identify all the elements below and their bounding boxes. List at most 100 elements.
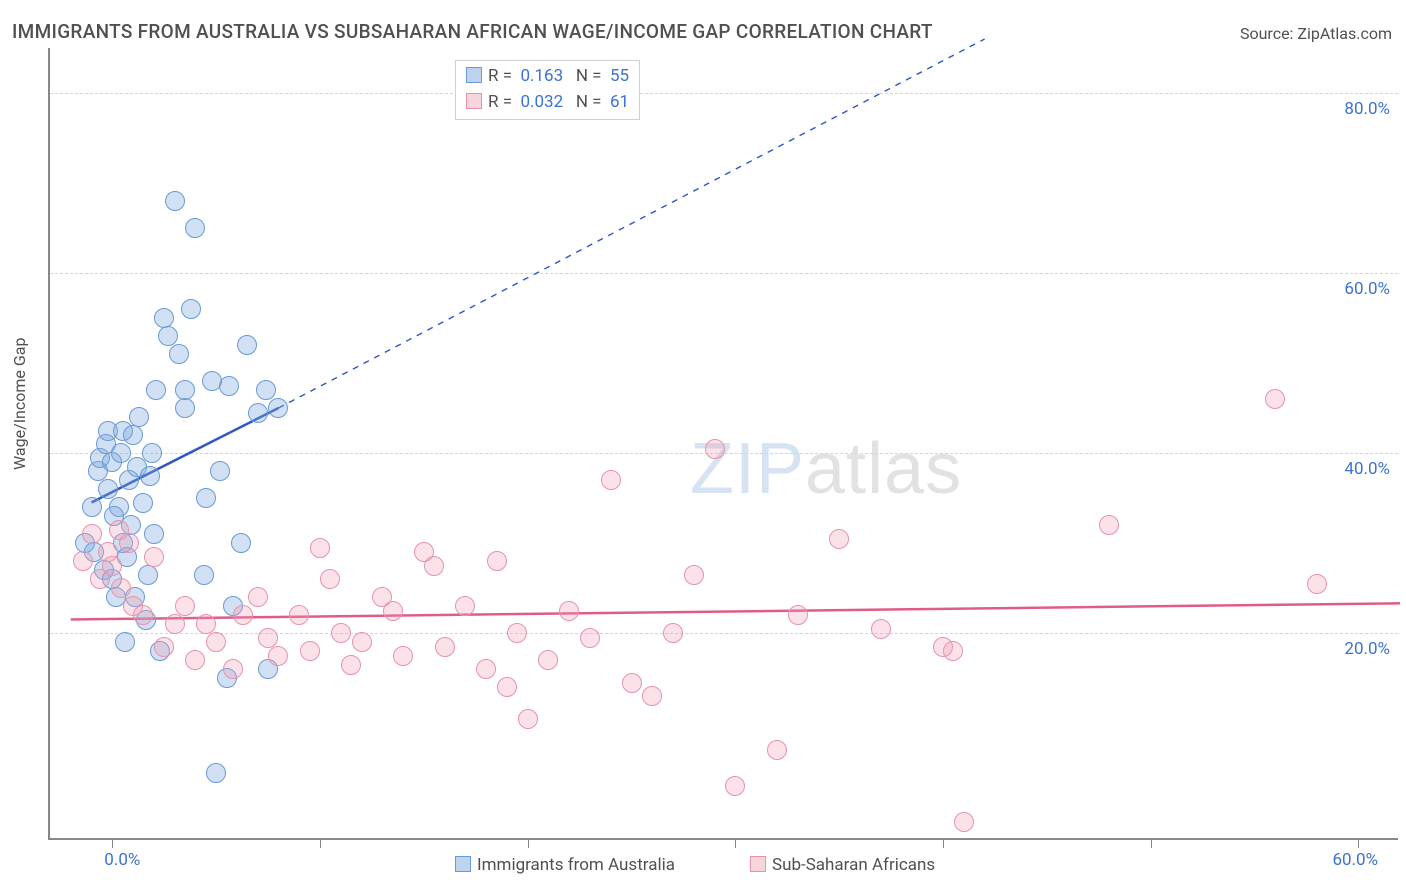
trend-layer: [50, 48, 1400, 840]
data-point: [393, 646, 413, 666]
x-tick: [943, 840, 944, 848]
data-point: [175, 596, 195, 616]
x-tick-label: 60.0%: [1332, 850, 1378, 870]
bottom-legend-item: Sub-Saharan Africans: [750, 855, 935, 875]
data-point: [82, 497, 102, 517]
legend-swatch: [750, 856, 766, 872]
data-point: [146, 380, 166, 400]
data-point: [705, 439, 725, 459]
data-point: [435, 637, 455, 657]
data-point: [497, 677, 517, 697]
data-point: [109, 520, 129, 540]
data-point: [175, 380, 195, 400]
x-tick: [528, 840, 529, 848]
data-point: [123, 425, 143, 445]
data-point: [487, 551, 507, 571]
legend-r-value: 0.032: [520, 92, 563, 112]
data-point: [248, 403, 268, 423]
legend-n-value: 55: [610, 66, 629, 86]
data-point: [133, 493, 153, 513]
data-point: [954, 812, 974, 832]
data-point: [331, 623, 351, 643]
data-point: [559, 601, 579, 621]
trend-line: [71, 603, 1400, 619]
legend-n-label: N =: [576, 66, 602, 86]
chart-container: IMMIGRANTS FROM AUSTRALIA VS SUBSAHARAN …: [0, 0, 1406, 892]
data-point: [256, 380, 276, 400]
data-point: [233, 605, 253, 625]
data-point: [352, 632, 372, 652]
data-point: [829, 529, 849, 549]
data-point: [248, 587, 268, 607]
source-prefix: Source:: [1240, 24, 1297, 43]
data-point: [102, 556, 122, 576]
data-point: [154, 637, 174, 657]
data-point: [111, 443, 131, 463]
legend-r-label: R =: [488, 66, 512, 86]
data-point: [601, 470, 621, 490]
chart-title: IMMIGRANTS FROM AUSTRALIA VS SUBSAHARAN …: [12, 20, 933, 43]
x-tick: [112, 840, 113, 848]
legend-row: R = 0.163 N = 55: [466, 64, 629, 90]
data-point: [111, 578, 131, 598]
data-point: [206, 632, 226, 652]
x-tick-label: 0.0%: [104, 850, 140, 870]
x-tick: [1358, 840, 1359, 848]
stats-legend: R = 0.163 N = 55R = 0.032 N = 61: [455, 60, 640, 120]
data-point: [1307, 574, 1327, 594]
data-point: [310, 538, 330, 558]
bottom-legend-label: Immigrants from Australia: [477, 855, 675, 875]
data-point: [196, 488, 216, 508]
data-point: [196, 614, 216, 634]
data-point: [219, 376, 239, 396]
data-point: [622, 673, 642, 693]
legend-r-label: R =: [488, 92, 512, 112]
source-attribution: Source: ZipAtlas.com: [1240, 24, 1392, 43]
data-point: [580, 628, 600, 648]
data-point: [684, 565, 704, 585]
legend-swatch: [466, 93, 482, 109]
data-point: [206, 763, 226, 783]
data-point: [98, 479, 118, 499]
data-point: [268, 646, 288, 666]
data-point: [175, 398, 195, 418]
data-point: [258, 628, 278, 648]
data-point: [144, 524, 164, 544]
source-site: ZipAtlas.com: [1297, 24, 1392, 43]
data-point: [115, 632, 135, 652]
legend-n-label: N =: [576, 92, 602, 112]
data-point: [663, 623, 683, 643]
data-point: [788, 605, 808, 625]
legend-swatch: [455, 856, 471, 872]
data-point: [165, 614, 185, 634]
x-tick: [320, 840, 321, 848]
data-point: [169, 344, 189, 364]
x-tick: [1151, 840, 1152, 848]
data-point: [231, 533, 251, 553]
legend-row: R = 0.032 N = 61: [466, 90, 629, 116]
data-point: [476, 659, 496, 679]
y-axis-label: Wage/Income Gap: [10, 338, 29, 470]
x-tick: [735, 840, 736, 848]
data-point: [424, 556, 444, 576]
data-point: [165, 191, 185, 211]
data-point: [518, 709, 538, 729]
data-point: [142, 443, 162, 463]
data-point: [144, 547, 164, 567]
legend-r-value: 0.163: [520, 66, 563, 86]
bottom-legend-item: Immigrants from Australia: [455, 855, 675, 875]
data-point: [140, 466, 160, 486]
data-point: [138, 565, 158, 585]
data-point: [341, 655, 361, 675]
data-point: [767, 740, 787, 760]
plot-area: ZIPatlas 20.0%40.0%60.0%80.0%: [48, 48, 1398, 840]
data-point: [300, 641, 320, 661]
data-point: [383, 601, 403, 621]
data-point: [223, 659, 243, 679]
data-point: [194, 565, 214, 585]
legend-n-value: 61: [610, 92, 629, 112]
bottom-legend-label: Sub-Saharan Africans: [772, 855, 935, 875]
legend-swatch: [466, 67, 482, 83]
data-point: [82, 524, 102, 544]
data-point: [871, 619, 891, 639]
